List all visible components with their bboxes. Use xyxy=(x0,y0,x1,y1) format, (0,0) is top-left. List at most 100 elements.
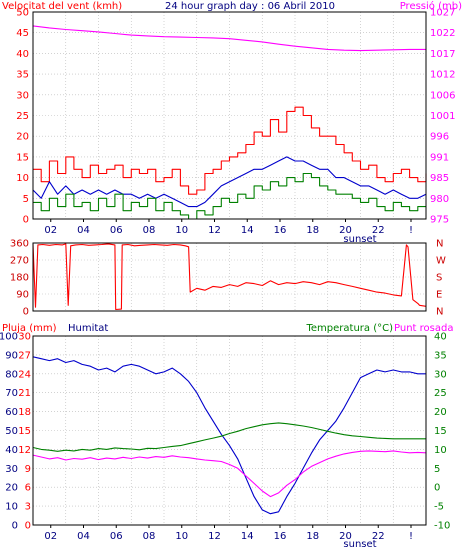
x-tick-label: 02 xyxy=(44,531,57,542)
pressure-y-tick: 975 xyxy=(430,215,449,226)
direction-y-tick: 180 xyxy=(10,273,29,284)
temperature-y-tick: 30 xyxy=(434,369,447,380)
sunset-label: sunset xyxy=(343,539,376,550)
humidity-temperature-grid xyxy=(33,336,426,525)
temperature-axis-title: Temperatura (°C) xyxy=(305,323,393,334)
temperature-y-tick: 40 xyxy=(434,332,447,343)
x-tick-label: 22 xyxy=(372,225,385,236)
wind-y-tick: 40 xyxy=(16,49,29,60)
x-tick-label: 14 xyxy=(241,531,254,542)
series-humidity-line xyxy=(32,356,426,515)
x-tick-label: 20 xyxy=(339,531,352,542)
rain-y-tick: 27 xyxy=(18,350,31,361)
rain-y-tick: 30 xyxy=(18,332,31,343)
series-dew-point-line xyxy=(32,450,427,498)
dew-point-axis-title: Punt rosada xyxy=(394,323,453,334)
rain-y-tick: 18 xyxy=(18,407,31,418)
humidity-y-tick: 100 xyxy=(0,332,18,343)
humidity-y-tick: 70 xyxy=(5,388,18,399)
series-pressure-line xyxy=(32,25,426,52)
rain-axis-title: Pluja (mm) xyxy=(2,323,57,334)
temperature-y-tick: 10 xyxy=(434,445,447,456)
direction-compass-tick: W xyxy=(436,256,446,267)
humidity-y-tick: 0 xyxy=(12,521,18,532)
humidity-axis-title: Humitat xyxy=(68,323,108,334)
wind-y-tick: 5 xyxy=(23,194,29,205)
rain-y-tick: 0 xyxy=(25,521,31,532)
direction-grid xyxy=(33,243,426,311)
pressure-y-tick: 1022 xyxy=(430,28,455,39)
sunset-label: sunset xyxy=(343,234,376,245)
temperature-y-tick: 0 xyxy=(434,483,440,494)
wind-pressure-grid xyxy=(33,12,426,219)
pressure-y-tick: 980 xyxy=(430,194,449,205)
humidity-y-tick: 90 xyxy=(5,350,18,361)
wind-y-tick: 15 xyxy=(16,152,29,163)
x-tick-label: 02 xyxy=(44,225,57,236)
rain-y-tick: 21 xyxy=(18,388,31,399)
temperature-y-tick: 15 xyxy=(434,426,447,437)
x-tick-label: 22 xyxy=(372,531,385,542)
pressure-y-tick: 1006 xyxy=(430,90,455,101)
series-temperature-line xyxy=(32,422,426,452)
wind-y-tick: 10 xyxy=(16,173,29,184)
temperature-y-tick: 25 xyxy=(434,388,447,399)
pressure-y-tick: 1017 xyxy=(430,49,455,60)
wind-y-tick: 0 xyxy=(23,215,29,226)
pressure-y-tick: 1001 xyxy=(430,111,455,122)
humidity-temperature-frame xyxy=(32,335,427,526)
direction-y-tick: 90 xyxy=(16,290,29,301)
humidity-y-tick: 40 xyxy=(5,445,18,456)
x-tick-label: ! xyxy=(409,225,413,236)
x-tick-label: 16 xyxy=(274,531,287,542)
pressure-y-tick: 1027 xyxy=(430,8,455,19)
wind-y-tick: 35 xyxy=(16,70,29,81)
temperature-y-tick: -10 xyxy=(434,521,450,532)
rain-y-tick: 3 xyxy=(25,502,31,513)
direction-compass-tick: N xyxy=(436,307,443,318)
x-tick-label: 08 xyxy=(143,225,156,236)
direction-compass-tick: N xyxy=(436,239,443,250)
wind-y-tick: 45 xyxy=(16,28,29,39)
x-tick-label: 18 xyxy=(306,531,319,542)
rain-y-tick: 15 xyxy=(18,426,31,437)
x-tick-label: 16 xyxy=(274,225,287,236)
series-wind-min-line xyxy=(33,172,426,220)
humidity-y-tick: 30 xyxy=(5,464,18,475)
x-tick-label: 18 xyxy=(306,225,319,236)
humidity-y-tick: 10 xyxy=(5,502,18,513)
x-tick-label: ! xyxy=(409,531,413,542)
humidity-y-tick: 80 xyxy=(5,369,18,380)
direction-frame xyxy=(32,242,427,312)
rain-y-tick: 9 xyxy=(25,464,31,475)
wind-y-tick: 25 xyxy=(16,111,29,122)
series-direction-line xyxy=(32,243,427,311)
temperature-y-tick: 35 xyxy=(434,350,447,361)
direction-y-tick: 270 xyxy=(10,256,29,267)
x-tick-label: 06 xyxy=(110,531,123,542)
pressure-axis-title: Pressió (mb) xyxy=(400,0,462,12)
temperature-y-tick: 20 xyxy=(434,407,447,418)
x-tick-label: 12 xyxy=(208,225,221,236)
x-tick-label: 14 xyxy=(241,225,254,236)
wind-axis-title: Velocitat del vent (kmh) xyxy=(2,1,122,12)
chart-title: 24 hour graph day : 06 Abril 2010 xyxy=(165,1,335,12)
direction-compass-tick: E xyxy=(436,290,442,301)
humidity-y-tick: 60 xyxy=(5,407,18,418)
humidity-y-tick: 50 xyxy=(5,426,18,437)
rain-y-tick: 6 xyxy=(25,483,31,494)
x-tick-label: 04 xyxy=(77,531,90,542)
pressure-y-tick: 996 xyxy=(430,132,449,143)
temperature-y-tick: -5 xyxy=(434,502,444,513)
x-tick-label: 06 xyxy=(110,225,123,236)
rain-y-tick: 24 xyxy=(18,369,31,380)
pressure-y-tick: 1012 xyxy=(430,70,455,81)
pressure-y-tick: 991 xyxy=(430,152,449,163)
direction-y-tick: 0 xyxy=(23,307,29,318)
series-gust-line xyxy=(33,106,427,195)
wind-y-tick: 20 xyxy=(16,132,29,143)
x-tick-label: 08 xyxy=(143,531,156,542)
humidity-y-tick: 20 xyxy=(5,483,18,494)
x-tick-label: 10 xyxy=(175,531,188,542)
